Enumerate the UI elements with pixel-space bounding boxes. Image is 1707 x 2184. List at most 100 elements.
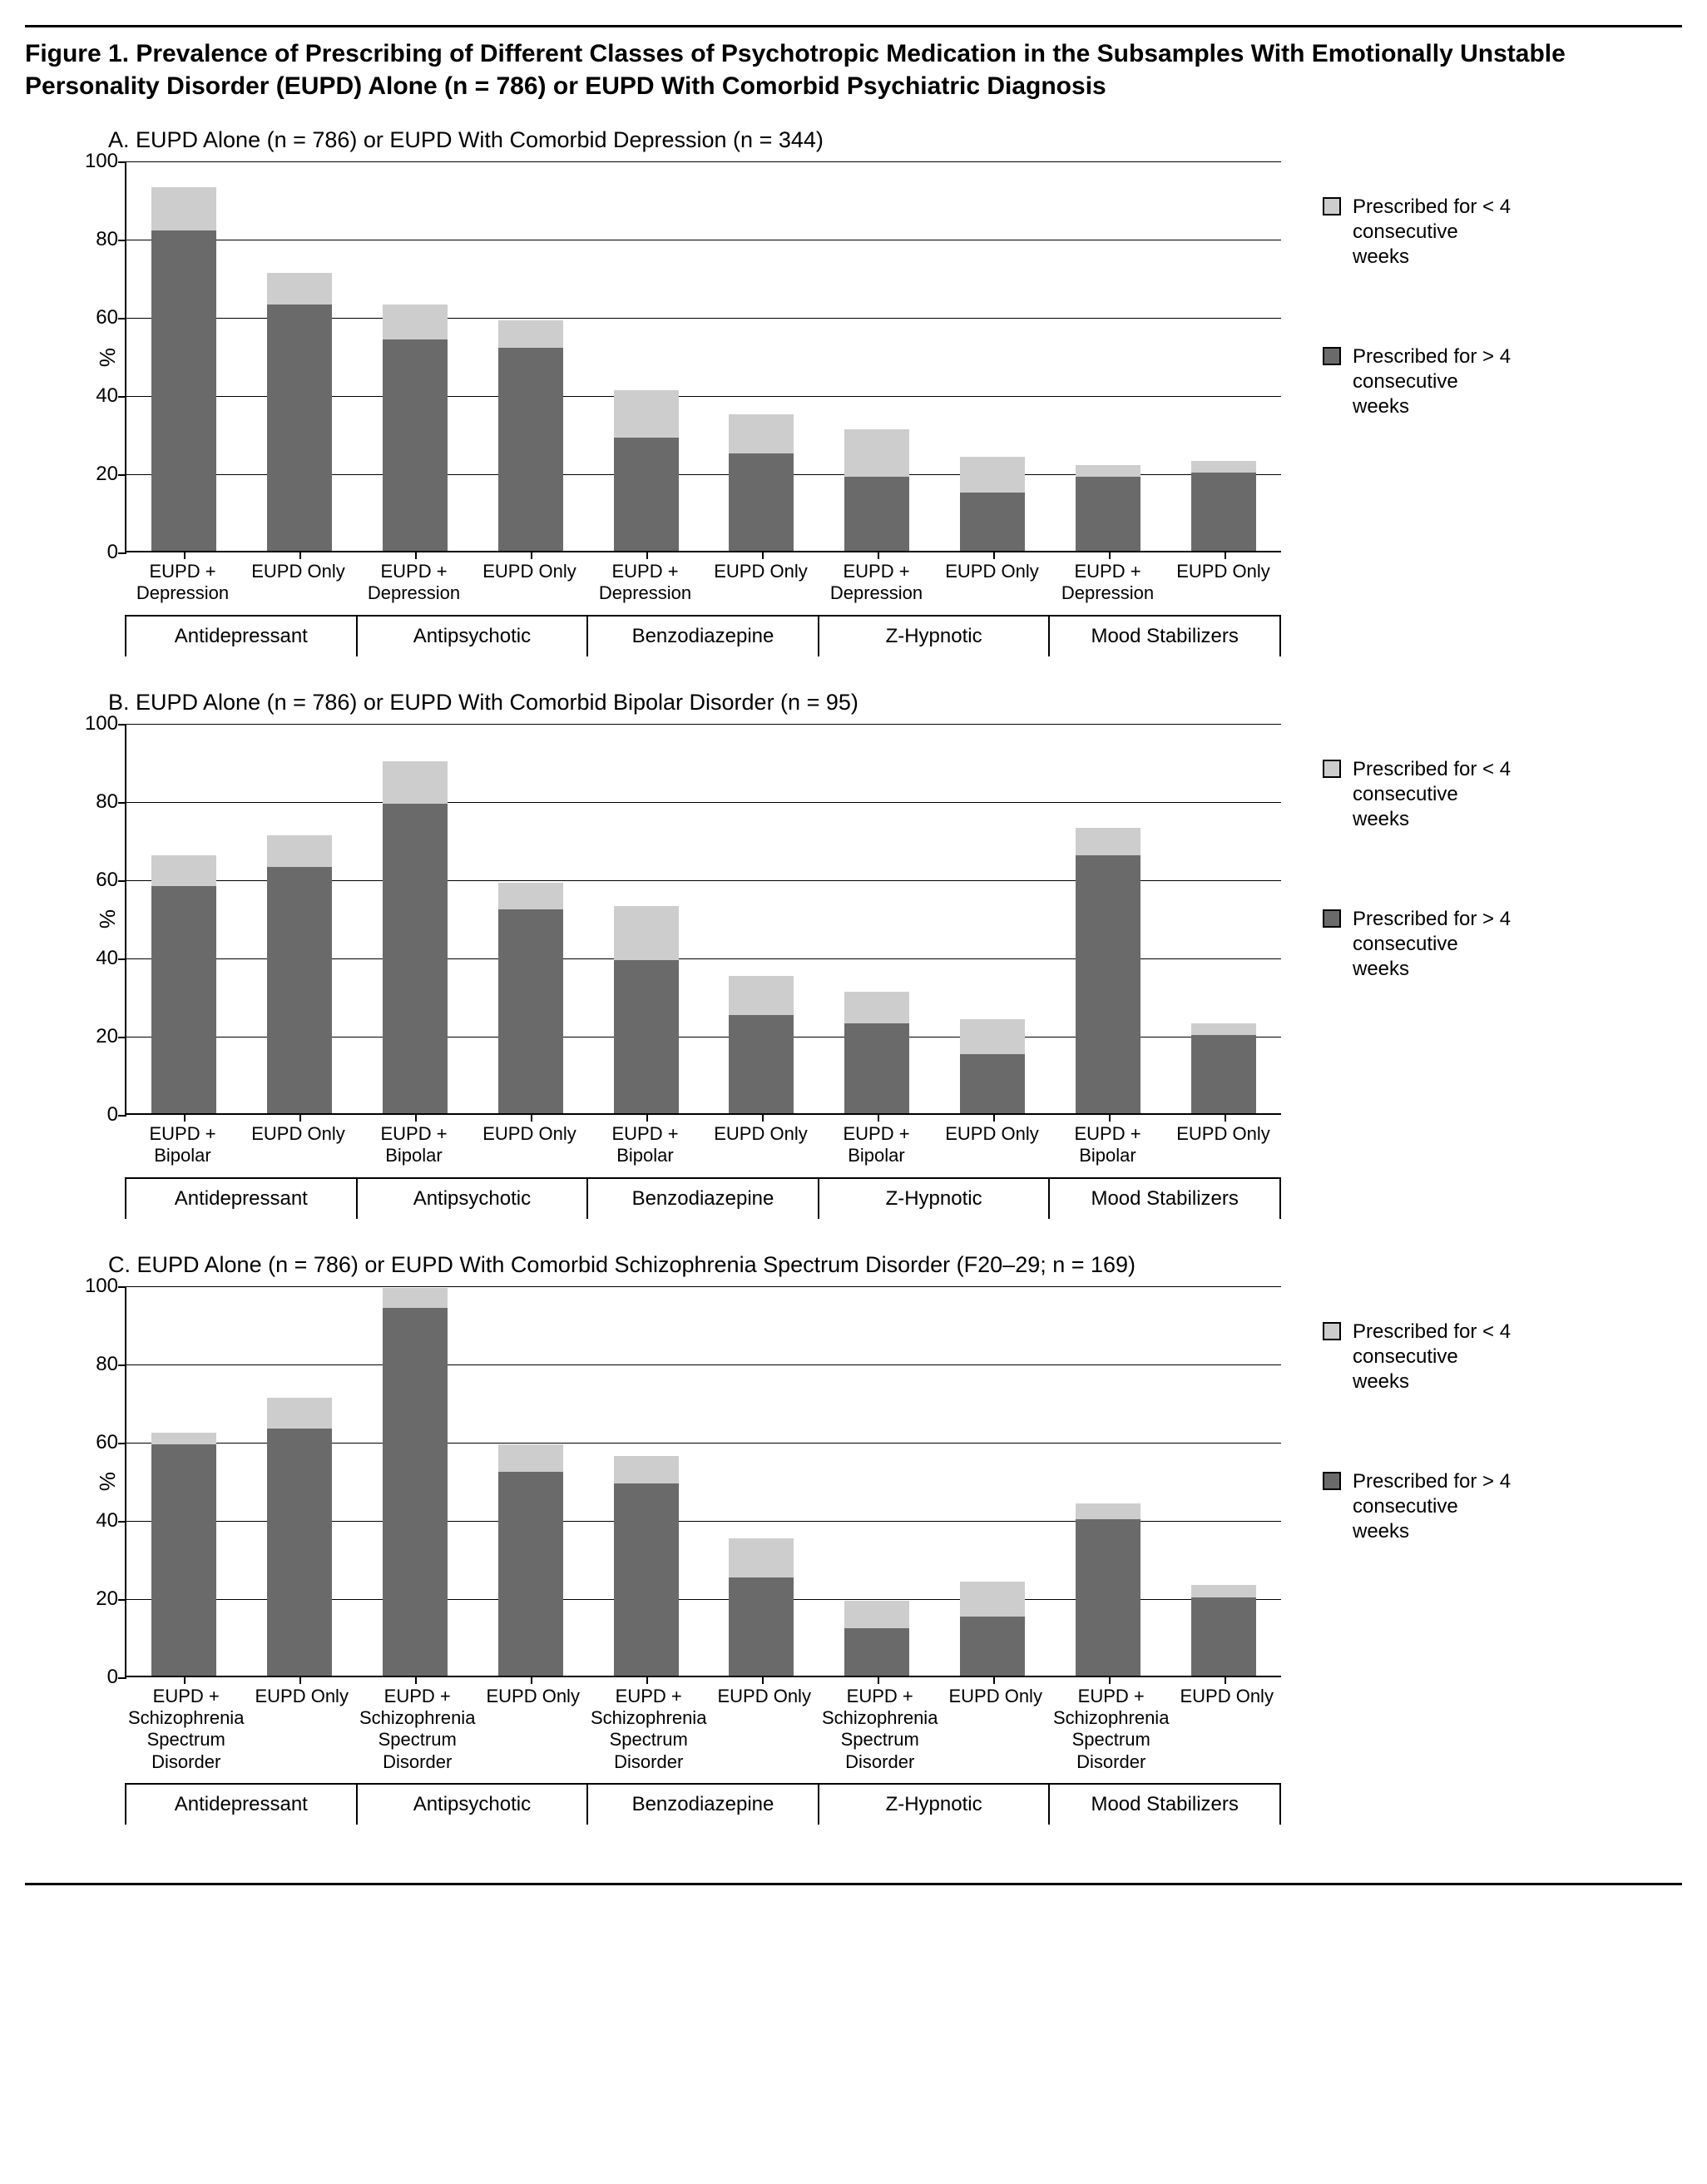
bar-segment-gt4 <box>729 1577 794 1676</box>
legend-swatch-light <box>1323 1322 1341 1340</box>
legend-swatch-dark <box>1323 1472 1341 1490</box>
x-category-label: EUPD + Depression <box>819 552 934 615</box>
bar-segment-gt4 <box>960 1054 1025 1113</box>
xtick-mark <box>993 1113 995 1122</box>
x-drugclass-label: Antipsychotic <box>358 1783 589 1825</box>
x-drugclass-label: Mood Stabilizers <box>1050 1783 1281 1825</box>
x-drugclass-label: Mood Stabilizers <box>1050 615 1281 656</box>
panel-body: %020406080100EUPD + BipolarEUPD OnlyEUPD… <box>92 724 1682 1219</box>
drug-group <box>588 1286 819 1676</box>
legend-item-gt4: Prescribed for > 4 consecutive weeks <box>1323 344 1639 419</box>
legend-text: Prescribed for > 4 consecutive weeks <box>1353 907 1519 982</box>
bars-row <box>126 161 1281 551</box>
drug-group <box>588 724 819 1113</box>
legend-item-lt4: Prescribed for < 4 consecutive weeks <box>1323 757 1639 832</box>
bar <box>151 1433 216 1675</box>
bar-segment-lt4 <box>1076 465 1140 477</box>
x-category-label: EUPD + Bipolar <box>125 1115 240 1177</box>
x-category-label: EUPD Only <box>1165 552 1281 615</box>
legend: Prescribed for < 4 consecutive weeks Pres… <box>1323 1286 1639 1619</box>
panel-B: B. EUPD Alone (n = 786) or EUPD With Com… <box>92 690 1682 1219</box>
x-category-label: EUPD + Bipolar <box>819 1115 934 1177</box>
ytick-label: 0 <box>107 1103 126 1127</box>
x-category-group: EUPD + BipolarEUPD Only <box>356 1115 587 1177</box>
x-category-label: EUPD Only <box>1165 1115 1281 1177</box>
x-category-group: EUPD + DepressionEUPD Only <box>819 552 1050 615</box>
xtick-mark <box>1109 1113 1111 1122</box>
ytick-label: 80 <box>96 1353 126 1376</box>
ytick-label: 0 <box>107 1666 126 1689</box>
bar <box>960 457 1025 551</box>
xtick-mark <box>531 1113 532 1122</box>
bar <box>614 906 679 1113</box>
x-category-label: EUPD Only <box>703 1115 819 1177</box>
xtick-mark <box>415 1676 417 1684</box>
legend-text: Prescribed for > 4 consecutive weeks <box>1353 344 1519 419</box>
bar-segment-gt4 <box>960 493 1025 552</box>
bar-segment-gt4 <box>151 1444 216 1675</box>
drug-group <box>819 161 1051 551</box>
xtick-mark <box>762 1676 764 1684</box>
x-category-group: EUPD + BipolarEUPD Only <box>125 1115 356 1177</box>
xtick-mark <box>1109 551 1111 559</box>
bar <box>383 305 448 551</box>
x-category-label: EUPD Only <box>247 1677 356 1784</box>
bar-segment-lt4 <box>844 429 909 476</box>
bar-segment-gt4 <box>383 339 448 551</box>
bar-segment-lt4 <box>960 1019 1025 1054</box>
x-drugclass-row: AntidepressantAntipsychoticBenzodiazepin… <box>125 1783 1281 1825</box>
x-category-label: EUPD Only <box>240 1115 356 1177</box>
ytick-label: 80 <box>96 790 126 814</box>
bar-segment-gt4 <box>267 1429 332 1675</box>
bars-row <box>126 724 1281 1113</box>
bar-segment-lt4 <box>960 457 1025 492</box>
bar-segment-gt4 <box>614 960 679 1112</box>
ytick-label: 60 <box>96 869 126 892</box>
x-category-label: EUPD + Schizophrenia Spectrum Disorder <box>356 1677 478 1784</box>
plot-area: 020406080100 <box>125 161 1281 552</box>
ytick-label: 20 <box>96 463 126 486</box>
legend-item-gt4: Prescribed for > 4 consecutive weeks <box>1323 1469 1639 1544</box>
x-category-row: EUPD + Schizophrenia Spectrum DisorderEU… <box>125 1677 1281 1784</box>
xtick-mark <box>762 551 764 559</box>
bar-segment-lt4 <box>498 1444 563 1472</box>
bar-segment-lt4 <box>267 1398 332 1429</box>
bar <box>729 414 794 552</box>
x-category-label: EUPD Only <box>703 552 819 615</box>
xtick-mark <box>646 551 648 559</box>
x-category-label: EUPD Only <box>478 1677 587 1784</box>
bar-segment-gt4 <box>1076 855 1140 1113</box>
bar-segment-gt4 <box>1076 1519 1140 1676</box>
ytick-label: 60 <box>96 1431 126 1454</box>
bar <box>151 855 216 1113</box>
bar-segment-gt4 <box>1191 1035 1256 1113</box>
bar-segment-gt4 <box>498 909 563 1112</box>
ytick-label: 20 <box>96 1025 126 1048</box>
ytick-label: 100 <box>85 150 126 173</box>
panel-title: A. EUPD Alone (n = 786) or EUPD With Com… <box>108 127 1682 153</box>
bar-segment-lt4 <box>729 414 794 453</box>
panels-host: A. EUPD Alone (n = 786) or EUPD With Com… <box>25 127 1682 1825</box>
ytick-label: 20 <box>96 1587 126 1611</box>
bar-segment-lt4 <box>960 1582 1025 1617</box>
x-drugclass-row: AntidepressantAntipsychoticBenzodiazepin… <box>125 1177 1281 1219</box>
bar-segment-gt4 <box>267 867 332 1113</box>
bar <box>1191 1585 1256 1675</box>
ytick-label: 40 <box>96 384 126 408</box>
bar-segment-lt4 <box>844 1601 909 1628</box>
bar-segment-lt4 <box>1191 1023 1256 1035</box>
bar <box>498 320 563 551</box>
bar <box>729 976 794 1113</box>
bar-segment-lt4 <box>1076 1503 1140 1519</box>
legend-item-lt4: Prescribed for < 4 consecutive weeks <box>1323 195 1639 270</box>
drug-group <box>1050 161 1281 551</box>
legend-text: Prescribed for < 4 consecutive weeks <box>1353 195 1519 270</box>
legend-swatch-dark <box>1323 909 1341 928</box>
legend-text: Prescribed for < 4 consecutive weeks <box>1353 1320 1519 1394</box>
bar-segment-lt4 <box>729 1538 794 1577</box>
x-category-label: EUPD + Depression <box>587 552 703 615</box>
x-drugclass-label: Z-Hypnotic <box>819 615 1051 656</box>
xtick-mark <box>878 1113 879 1122</box>
bar-segment-gt4 <box>151 230 216 551</box>
xtick-mark <box>415 1113 417 1122</box>
